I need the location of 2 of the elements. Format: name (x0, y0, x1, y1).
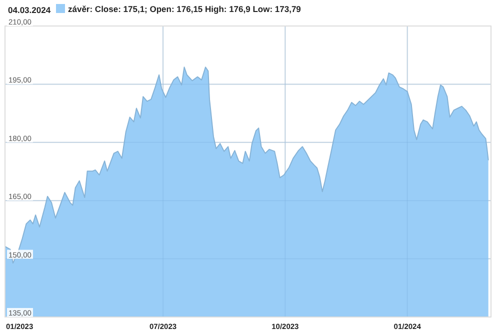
legend-label: závěr: Close: 175,1; Open: 176,15 High: 176,9 Low: 173,79 (68, 4, 302, 14)
chart-title: 04.03.2024 (8, 5, 51, 15)
